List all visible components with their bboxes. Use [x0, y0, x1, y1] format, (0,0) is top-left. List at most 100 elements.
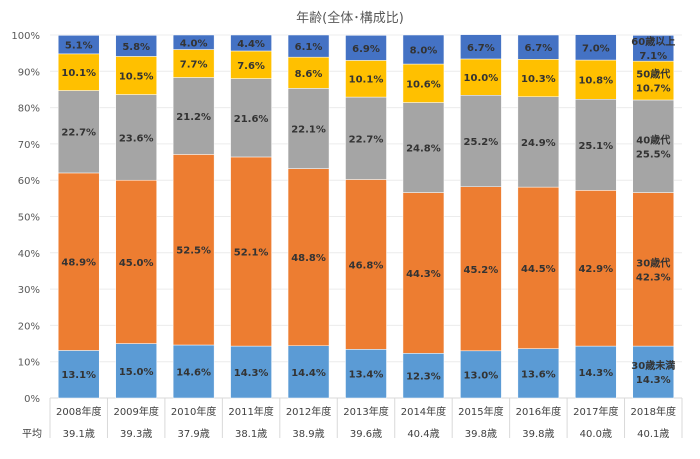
data-label: 13.4% [349, 370, 384, 381]
y-tick-label: 0% [24, 394, 40, 405]
x-category-label: 2013年度 [343, 405, 388, 418]
data-label: 12.3% [406, 372, 441, 383]
average-age-value: 40.1歳 [637, 428, 669, 440]
bar-segment [402, 192, 445, 354]
bar-segment [57, 90, 100, 174]
data-label: 14.3% [578, 368, 613, 379]
bar-segment [287, 88, 330, 169]
x-category-label: 2010年度 [171, 405, 216, 418]
bar-segment [402, 102, 445, 193]
data-label: 14.3% [636, 375, 671, 386]
data-label: 21.2% [176, 112, 211, 123]
average-age-value: 39.6歳 [350, 428, 382, 440]
data-label: 13.0% [464, 370, 499, 381]
bar-segment [230, 156, 272, 347]
bar-segment [287, 34, 330, 58]
data-label: 21.6% [234, 114, 269, 125]
bar-segment [230, 34, 272, 52]
average-age-value: 40.0歳 [580, 428, 612, 440]
y-tick-label: 50% [18, 213, 40, 224]
data-label: 7.6% [237, 61, 265, 72]
x-category-label: 2016年度 [516, 405, 561, 418]
average-age-value: 39.3歳 [120, 428, 152, 440]
bar-segment [172, 49, 215, 78]
data-label: 24.8% [406, 144, 441, 155]
table-row-label: 平均 [22, 428, 42, 440]
data-label: 5.1% [65, 41, 93, 52]
bar-segment [345, 35, 387, 61]
data-label: 24.9% [521, 138, 556, 149]
x-category-label: 2012年度 [286, 405, 331, 418]
data-label: 15.0% [119, 367, 154, 378]
bar-segment [575, 190, 617, 347]
data-label: 45.2% [464, 265, 499, 276]
bar-segment [57, 35, 100, 55]
data-label: 6.7% [524, 43, 552, 54]
data-label: 10.3% [521, 74, 556, 85]
data-label: 6.7% [467, 43, 495, 54]
bar-segment [517, 59, 560, 97]
bar-segment [575, 34, 617, 61]
bar-segment [115, 343, 157, 399]
data-label: 7.0% [582, 43, 610, 54]
data-label: 8.6% [295, 69, 323, 80]
bar-segment [287, 168, 330, 346]
average-age-value: 39.1歳 [63, 428, 95, 440]
data-label: 44.3% [406, 269, 441, 280]
average-age-value: 39.8歳 [465, 428, 497, 440]
data-label: 5.8% [122, 42, 150, 53]
data-label: 6.1% [295, 42, 323, 53]
bar-segment [345, 60, 387, 98]
bar-segment [115, 35, 157, 57]
y-tick-label: 90% [18, 67, 40, 78]
y-tick-label: 70% [18, 140, 40, 151]
data-label: 4.0% [180, 38, 208, 49]
bar-segment [460, 58, 502, 96]
bar-segment [575, 345, 617, 399]
data-label: 7.7% [180, 59, 208, 70]
y-tick-label: 30% [18, 285, 40, 296]
bar-segment [230, 345, 272, 399]
bar-segment [57, 53, 100, 91]
bar-segment [57, 350, 100, 399]
x-category-label: 2017年度 [573, 405, 618, 418]
y-tick-label: 40% [18, 249, 40, 260]
bar-segment [345, 179, 387, 350]
bar-segment [172, 77, 215, 155]
data-label: 42.3% [636, 272, 671, 283]
bar-segment [115, 94, 157, 181]
data-label: 44.5% [521, 264, 556, 275]
x-category-label: 2009年度 [113, 405, 158, 418]
x-category-label: 2015年度 [458, 405, 503, 418]
data-label: 10.8% [578, 76, 613, 87]
data-label: 10.1% [61, 68, 96, 79]
x-category-label: 2008年度 [56, 405, 101, 418]
bar-segment [345, 349, 387, 399]
bar-segment [115, 56, 157, 95]
bar-segment [115, 179, 157, 344]
y-tick-label: 10% [18, 358, 40, 369]
bar-segment [460, 186, 502, 352]
bar-segment [287, 345, 330, 399]
bar-segment [575, 59, 617, 100]
bar-segment [230, 50, 272, 79]
series-name-label: 40歳代 [636, 133, 670, 146]
data-table: 2008年度 39.1歳 2009年度 39.3歳 2010年度 37.9歳 2011年度 3… [22, 398, 683, 440]
data-label: 10.6% [406, 79, 441, 90]
data-label: 14.3% [234, 368, 269, 379]
series-name-label: 30歳代 [636, 256, 670, 269]
bar-segment [517, 34, 560, 60]
data-label: 14.4% [291, 368, 326, 379]
bar-segment [460, 34, 502, 60]
y-axis: 0% 10% 20% 30% 40% 50% 60% 70% 80% 90% 100% [11, 31, 40, 405]
data-label: 7.1% [639, 51, 667, 62]
bar-segment [345, 96, 387, 180]
series-name-label: 50歳代 [636, 68, 670, 81]
bar-segment [632, 345, 675, 399]
data-label: 25.5% [636, 149, 671, 160]
data-label: 4.4% [237, 39, 265, 50]
data-label: 22.7% [61, 128, 96, 139]
data-label: 42.9% [578, 264, 613, 275]
bar-segment [575, 99, 617, 191]
